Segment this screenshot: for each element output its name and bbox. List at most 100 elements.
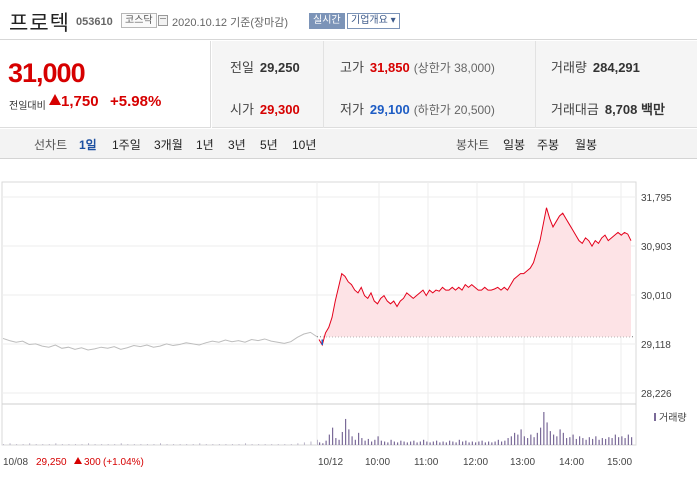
y-tick-label: 31,795 — [641, 193, 672, 204]
volume-bar — [186, 444, 188, 445]
volume-bar — [140, 444, 142, 445]
volume-bar — [160, 443, 161, 445]
volume-bar — [611, 438, 613, 445]
volume-bar — [572, 434, 574, 445]
volume-bar — [48, 444, 50, 445]
volume-bar — [166, 444, 168, 445]
volume-bar — [556, 436, 558, 445]
volume-bar — [251, 444, 253, 445]
stat-volume: 거래량 284,291 — [551, 57, 640, 76]
stat-value: 29,300 — [259, 102, 300, 117]
volume-bar — [510, 436, 512, 445]
up-triangle-icon — [74, 457, 82, 464]
volume-bar — [429, 442, 431, 445]
volume-bar — [530, 434, 532, 445]
volume-bar — [61, 444, 63, 445]
company-overview-dropdown[interactable]: 기업개요 ▾ — [347, 13, 400, 29]
tab-3m[interactable]: 3개월 — [154, 138, 183, 152]
x-tick-label: 13:00 — [510, 457, 535, 468]
volume-legend-label: 거래량 — [659, 412, 687, 424]
volume-bar — [452, 441, 454, 445]
volume-bar — [322, 443, 324, 445]
tab-1w[interactable]: 1주일 — [112, 138, 141, 152]
volume-bar — [608, 437, 610, 445]
volume-bar — [218, 444, 220, 445]
volume-bar — [442, 441, 444, 445]
y-tick-label: 29,118 — [641, 340, 671, 351]
stat-amount: 거래대금 8,708 백만 — [551, 99, 665, 118]
volume-bar — [397, 442, 399, 445]
volume-bar — [631, 437, 633, 445]
volume-bar — [332, 427, 334, 445]
tab-weekly[interactable]: 주봉 — [537, 138, 560, 152]
volume-bar — [436, 440, 438, 445]
volume-bar — [400, 440, 402, 445]
tab-3y[interactable]: 3년 — [228, 138, 246, 152]
volume-bar — [624, 438, 626, 445]
volume-bar — [488, 441, 490, 445]
volume-bar — [592, 438, 594, 445]
volume-bar — [358, 432, 360, 445]
tab-monthly[interactable]: 월봉 — [575, 138, 598, 152]
volume-bar — [546, 422, 548, 445]
volume-bar — [501, 441, 503, 445]
volume-bar — [212, 444, 214, 445]
volume-bar — [627, 434, 629, 445]
volume-bar — [16, 444, 18, 445]
volume-bar — [462, 441, 464, 445]
volume-bar — [494, 441, 496, 445]
volume-bar — [127, 444, 129, 445]
change-label: 전일대비 — [9, 101, 46, 112]
volume-bar — [582, 438, 584, 445]
today-price-area — [319, 207, 631, 337]
volume-bar — [364, 440, 366, 445]
volume-bar — [465, 440, 467, 445]
volume-bar — [523, 436, 525, 445]
volume-bar — [107, 444, 109, 445]
tab-10y[interactable]: 10년 — [292, 138, 317, 152]
volume-bar — [310, 441, 312, 445]
tab-5y[interactable]: 5년 — [260, 138, 278, 152]
volume-bar — [297, 443, 299, 445]
volume-bar — [179, 444, 181, 445]
divider — [535, 41, 536, 128]
volume-bar — [478, 441, 480, 445]
volume-bar — [595, 436, 597, 445]
tab-daily[interactable]: 일봉 — [503, 138, 526, 152]
volume-bar — [475, 442, 477, 445]
volume-bar — [319, 442, 321, 445]
stock-code: 053610 — [76, 16, 113, 28]
y-tick-label: 30,010 — [641, 291, 672, 302]
volume-bar — [449, 440, 451, 445]
volume-bar — [146, 444, 148, 445]
volume-bar — [173, 444, 175, 445]
volume-bar — [345, 418, 347, 445]
tab-1y[interactable]: 1년 — [196, 138, 214, 152]
volume-bar — [377, 436, 379, 445]
stat-label: 전일 — [230, 60, 254, 75]
prev-day-change-pct: (+1.04%) — [103, 457, 144, 468]
price-change: 1,750 — [61, 93, 99, 110]
realtime-button[interactable]: 실시간 — [309, 13, 345, 29]
volume-bar — [341, 431, 343, 445]
volume-bar — [225, 444, 227, 445]
current-price: 31,000 — [8, 58, 86, 88]
volume-bar — [504, 440, 506, 445]
divider — [323, 41, 324, 128]
volume-bar — [29, 443, 31, 445]
prev-day-change: 300 — [84, 457, 101, 468]
volume-bar — [406, 442, 408, 445]
x-tick-label: 15:00 — [607, 457, 632, 468]
volume-bar — [540, 427, 542, 445]
price-summary: 31,000 전일대비 1,750 +5.98% — [0, 41, 211, 128]
chart-period-tabs: 선차트 1일 1주일 3개월 1년 3년 5년 10년 봉차트 일봉 주봉 월봉 — [0, 129, 697, 159]
stat-label: 거래량 — [551, 60, 587, 75]
volume-bar — [271, 444, 273, 445]
volume-bar — [120, 443, 122, 445]
price-stats: 전일 29,250 시가 29,300 고가 31,850 (상한가 38,000) 저… — [212, 41, 697, 128]
stat-open: 시가 29,300 — [230, 99, 300, 118]
volume-bar — [384, 441, 386, 445]
tab-1d[interactable]: 1일 — [79, 138, 97, 152]
volume-bar — [371, 441, 373, 445]
volume-bar — [520, 429, 522, 445]
